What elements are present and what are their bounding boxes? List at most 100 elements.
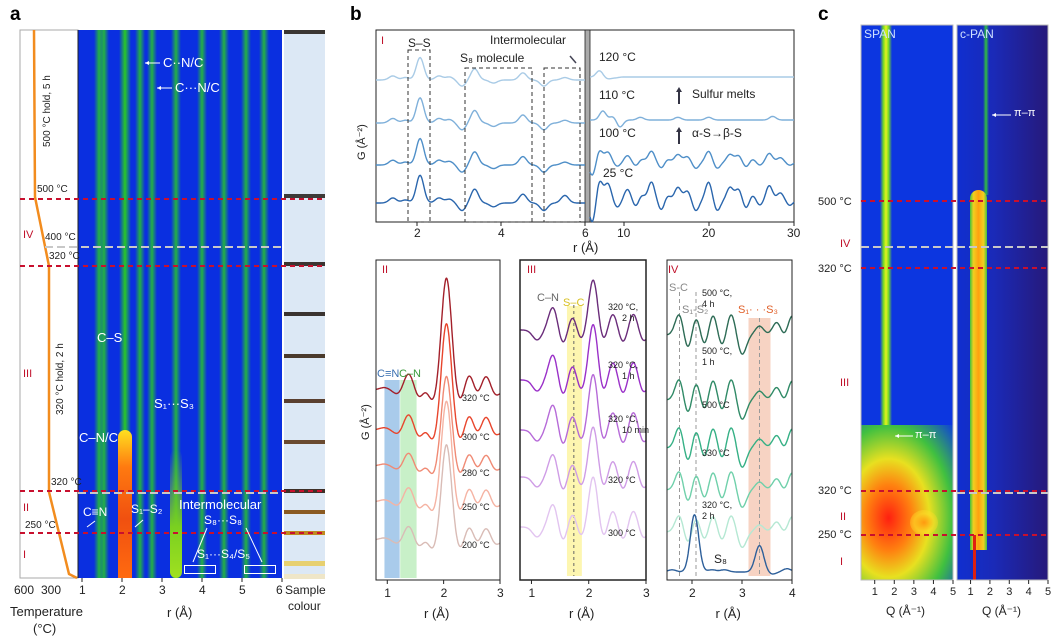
- sample-colour-swatch: [284, 262, 325, 266]
- x-tick-label: 2: [440, 586, 448, 600]
- curve-IV-2: [666, 427, 793, 468]
- c-xlabel-cpan: Q (Å⁻¹): [982, 604, 1021, 618]
- b-top-xlabel: r (Å): [573, 240, 599, 255]
- curve-II-1: [375, 322, 501, 440]
- b-stage-iv: IV: [668, 264, 679, 276]
- panel-label-b: b: [350, 4, 362, 25]
- annotation-cnc: C–N/C: [79, 430, 119, 445]
- curve-III-0: [520, 279, 647, 343]
- temp-tick-600: 600: [14, 583, 35, 597]
- temp-label-500: 500 °C: [37, 184, 68, 195]
- q-tick-label: 2: [891, 586, 898, 598]
- sample-colour-swatch: [284, 489, 325, 493]
- b-top-tick-label: 4: [498, 226, 505, 240]
- temp-110: 110 °C: [599, 88, 635, 102]
- r-tick-label: 1: [79, 583, 86, 597]
- b-ii-ylabel: G (Å⁻²): [360, 404, 372, 440]
- panel-label-a: a: [10, 4, 21, 25]
- cpan-frame: [956, 24, 1049, 581]
- cpan-main-stripe: [969, 190, 987, 550]
- c-temp-320-lower: 320 °C: [818, 485, 852, 497]
- axis-break: [584, 29, 591, 223]
- heatmap-band: [99, 30, 109, 578]
- annotation-cn-1: C··N/C: [163, 55, 204, 70]
- curve-right-110C: [590, 110, 794, 128]
- temp-label-320-lower: 320 °C: [51, 477, 82, 488]
- annotation-s1s3: S₁···S₃: [154, 396, 195, 411]
- b-top-tick-label: 10: [617, 226, 631, 240]
- arrow-icon: [134, 519, 144, 528]
- c-temp-250: 250 °C: [818, 529, 852, 541]
- curve-label: 4 h: [702, 299, 715, 309]
- x-tick-label: 2: [689, 586, 696, 600]
- arrow-icon: [192, 527, 208, 563]
- b-top-tick-label: 20: [702, 226, 716, 240]
- highlight-band: [384, 380, 400, 578]
- heatmap-band: [147, 30, 157, 578]
- highlight-band: [566, 306, 582, 576]
- q-tick-label: 5: [1045, 586, 1052, 598]
- label-cn-iii: C–N: [537, 292, 560, 304]
- x-axis-label: r (Å): [715, 606, 741, 621]
- sample-colour-swatch: [284, 399, 325, 403]
- c-xlabel-span: Q (Å⁻¹): [886, 604, 925, 618]
- curve-label: 200 °C: [462, 540, 490, 550]
- stage-iii-label: III: [23, 368, 33, 380]
- panel-III-plot: [519, 259, 647, 581]
- x-tick-label: 3: [643, 586, 650, 600]
- annotation-s1s2: S₁–S₂: [131, 502, 163, 516]
- arrowhead-icon: [676, 127, 682, 132]
- intermolecular-box: [244, 565, 276, 574]
- curve-IV-1: [666, 379, 793, 420]
- pi-pi-stripe-cpan: [983, 25, 990, 195]
- q-tick-label: 4: [1025, 586, 1032, 598]
- r-tick-label: 4: [199, 583, 206, 597]
- r-axis-label-a: r (Å): [167, 605, 193, 620]
- q-tick-label: 3: [910, 586, 917, 598]
- curve-label: 330 °C: [702, 448, 730, 458]
- pipi-label-cpan: π–π: [1014, 107, 1036, 119]
- b-top-curves: [376, 56, 795, 223]
- sample-colour-swatch: [284, 30, 325, 34]
- b-top-ylabel: G (Å⁻²): [356, 124, 368, 160]
- heatmap-band: [219, 30, 229, 578]
- b-top-tick-label: 30: [787, 226, 801, 240]
- curve-label: 320 °C,: [702, 500, 733, 510]
- annotation-cn-2: C···N/C: [175, 80, 220, 95]
- label-s1s2-iv: S₁-S₂: [682, 304, 709, 316]
- stage-i-label: I: [23, 549, 27, 561]
- curve-label: 2 h: [622, 313, 635, 323]
- x-axis-label: r (Å): [569, 606, 595, 621]
- b-stage-ii: II: [382, 264, 389, 276]
- q-tick-label: 1: [871, 586, 878, 598]
- r-tick-label: 3: [159, 583, 166, 597]
- curve-label: 320 °C,: [608, 302, 639, 312]
- label-sc-iii: S–C: [563, 297, 585, 309]
- heatmap-band: [241, 30, 251, 578]
- curve-III-1: [520, 323, 647, 394]
- curve-III-4: [520, 476, 647, 540]
- x-tick-label: 2: [585, 586, 593, 600]
- arrowhead-icon: [145, 61, 149, 65]
- curve-label: 1 h: [622, 371, 635, 381]
- temp-tick-300: 300: [41, 583, 62, 597]
- pipi-label-span: π–π: [915, 429, 937, 441]
- stage-ii-label: II: [23, 502, 30, 514]
- sample-colour-swatch: [284, 574, 325, 579]
- curve-label: 320 °C: [608, 475, 636, 485]
- curve-label: 320 °C,: [608, 414, 639, 424]
- curve-IV-3: [666, 471, 793, 508]
- curve-label: 250 °C: [462, 502, 490, 512]
- arrow-icon: [569, 55, 577, 64]
- x-tick-label: 1: [384, 586, 391, 600]
- curve-label: 2 h: [702, 511, 715, 521]
- note-alpha-beta: α-S→β-S: [692, 126, 742, 140]
- panel-frame: [375, 259, 501, 581]
- annotation-s1s4: S₁···S₄/S₅: [197, 547, 251, 561]
- curve-II-3: [375, 400, 501, 511]
- hold-label-320: 320 °C hold, 2 h: [55, 343, 66, 415]
- temp-120: 120 °C: [599, 50, 636, 64]
- curve-120C: [376, 56, 585, 87]
- band-label-ctn: C≡N: [377, 368, 400, 380]
- box-label-ss: S–S: [408, 36, 431, 50]
